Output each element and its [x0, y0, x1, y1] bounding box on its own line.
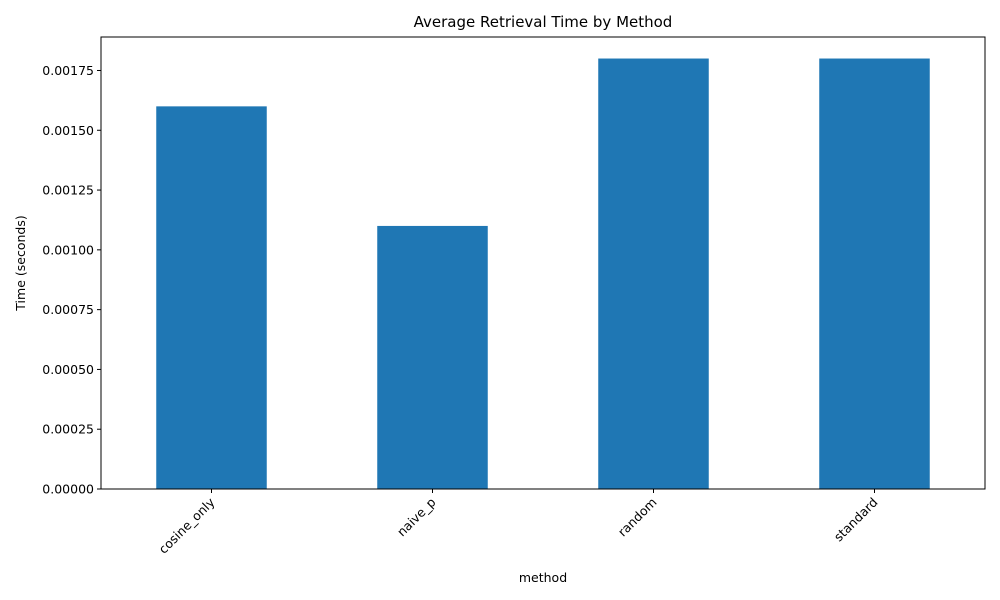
y-tick-label: 0.00175: [42, 63, 94, 78]
y-tick-label: 0.00075: [42, 302, 94, 317]
y-tick-label: 0.00025: [42, 422, 94, 437]
x-axis: cosine_only naive_p random standard: [156, 489, 881, 557]
bar-random: [598, 58, 709, 490]
y-tick-label: 0.00100: [42, 242, 94, 257]
y-axis-label: Time (seconds): [13, 215, 28, 311]
x-tick-label: standard: [831, 495, 881, 545]
y-tick-label: 0.00000: [42, 482, 94, 497]
bar-cosine_only: [156, 106, 267, 490]
plot-frame: [100, 36, 986, 490]
y-tick-label: 0.00050: [42, 362, 94, 377]
x-tick-label: cosine_only: [156, 494, 219, 557]
bar-standard: [819, 58, 930, 490]
x-tick-label: random: [615, 495, 660, 540]
x-axis-label: method: [519, 570, 567, 585]
bars-group: [156, 58, 930, 490]
y-tick-label: 0.00150: [42, 123, 94, 138]
y-tick-label: 0.00125: [42, 183, 94, 198]
x-tick-label: naive_p: [394, 494, 439, 539]
chart-title: Average Retrieval Time by Method: [414, 13, 673, 31]
bar-naive_p: [377, 225, 488, 489]
y-axis: 0.00000 0.00025 0.00050 0.00075 0.00100 0.001…: [42, 63, 101, 497]
